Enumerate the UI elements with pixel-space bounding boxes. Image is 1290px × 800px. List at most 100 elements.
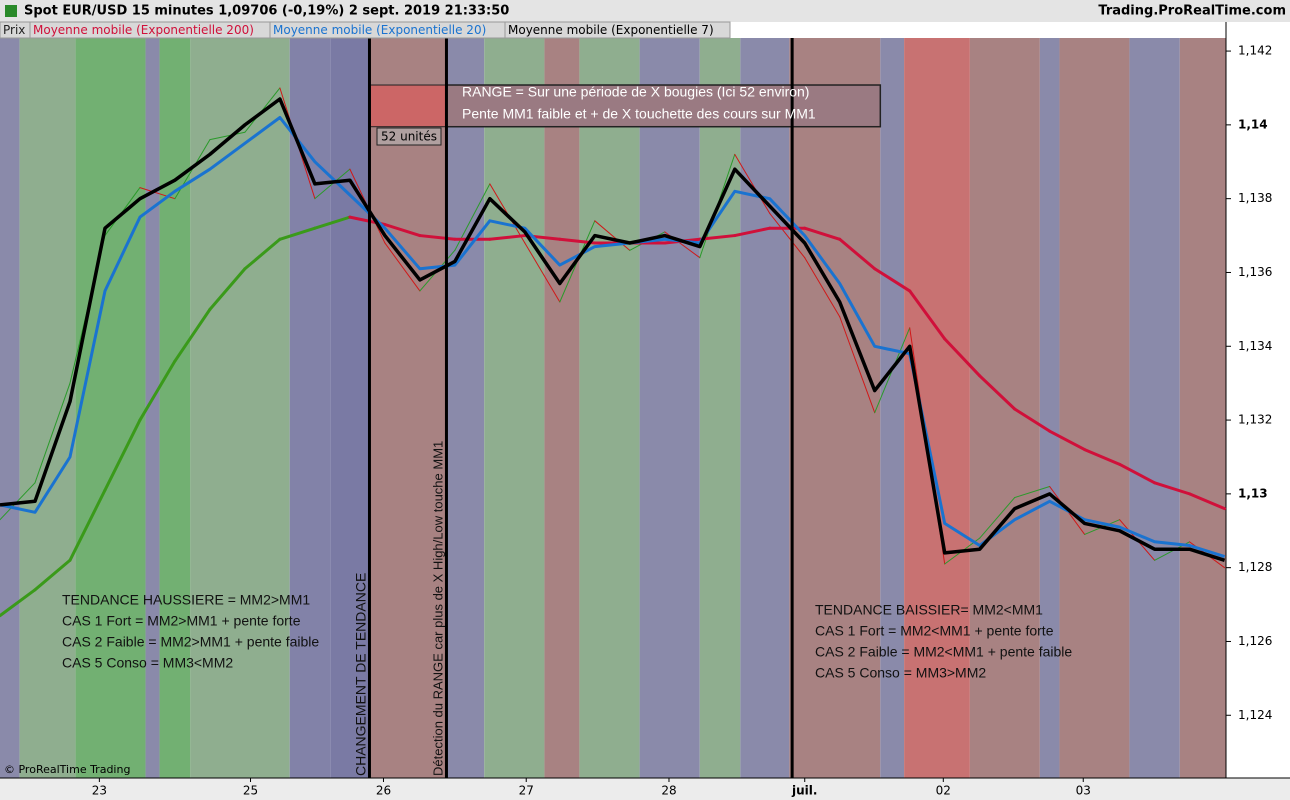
ma-segment [383, 223, 422, 238]
bull-text: CAS 1 Fort = MM2>MM1 + pente forte [62, 613, 301, 629]
copyright: © ProRealTime Trading [4, 763, 130, 776]
bear-text: CAS 2 Faible = MM2<MM1 + pente faible [815, 644, 1072, 660]
regime-band [699, 38, 741, 778]
ma-segment [943, 337, 982, 378]
ma-segment [1153, 481, 1192, 496]
regime-band [639, 38, 700, 778]
price-segment [314, 168, 351, 200]
regime-band [1039, 38, 1060, 778]
ma-segment [313, 215, 352, 230]
regime-band [190, 38, 290, 778]
change-label: CHANGEMENT DE TENDANCE [353, 573, 369, 776]
x-tick-label: 25 [243, 784, 258, 798]
price-segment [209, 131, 246, 141]
price-segment [1014, 485, 1051, 499]
price-segment [0, 482, 36, 521]
y-tick-label: 1,14 [1238, 117, 1268, 131]
bear-text: TENDANCE BAISSIER= MM2<MM1 [815, 602, 1043, 618]
regime-band [1179, 38, 1226, 778]
header-title: Spot EUR/USD 15 minutes 1,09706 (-0,19%)… [24, 4, 509, 19]
ma-segment [278, 226, 317, 241]
detection-label: Détection du RANGE car plus de X High/Lo… [430, 441, 445, 776]
regime-band [904, 38, 970, 778]
legend-entry: Prix [3, 23, 25, 37]
legend-box [504, 21, 731, 39]
y-tick-label: 1,126 [1238, 634, 1272, 648]
price-segment [979, 497, 1016, 539]
x-tick-label: 27 [519, 784, 534, 798]
price-segment [839, 316, 876, 414]
header-site: Trading.ProRealTime.com [1098, 4, 1286, 19]
ma-line [0, 116, 1226, 559]
x-tick-label: 02 [936, 784, 951, 798]
price-segment [769, 212, 806, 259]
regime-band [445, 38, 485, 778]
bear-text: CAS 5 Conso = MM3>MM2 [815, 665, 986, 681]
legend-entry: Moyenne mobile (Exponentielle 20) [273, 23, 486, 37]
units-label: 52 unités [381, 130, 437, 144]
regime-band [579, 38, 640, 778]
ma-segment [803, 226, 842, 241]
x-tick-label: juil. [791, 784, 817, 798]
bull-text: TENDANCE HAUSSIERE = MM2>MM1 [62, 592, 310, 608]
ma-segment [838, 237, 877, 271]
bear-text: CAS 1 Fort = MM2<MM1 + pente forte [815, 623, 1054, 639]
y-tick-label: 1,132 [1238, 413, 1272, 427]
price-segment [594, 220, 631, 251]
y-tick-label: 1,138 [1238, 191, 1272, 205]
x-tick-label: 26 [376, 784, 391, 798]
regime-band [484, 38, 545, 778]
y-tick-label: 1,13 [1238, 486, 1268, 500]
ma-segment [243, 237, 282, 271]
plot-area: 1,124 1,126 1,128 1,13 1,132 1,134 1,136 1,138 1… [0, 21, 1290, 798]
regime-band [145, 38, 160, 778]
x-axis-area [0, 778, 1290, 800]
price-segment [734, 153, 771, 214]
ma-segment [0, 588, 37, 618]
ma-segment [1083, 448, 1122, 466]
ma-segment [1188, 492, 1227, 511]
ma-segment [68, 488, 107, 562]
ma-segment [698, 234, 737, 241]
x-tick-label: 28 [661, 784, 676, 798]
x-tick-label: 03 [1076, 784, 1091, 798]
bull-text: CAS 2 Faible = MM2>MM1 + pente faible [62, 634, 319, 650]
y-axis-area [1226, 22, 1290, 778]
regime-band [330, 38, 370, 778]
regime-band [1129, 38, 1180, 778]
ma-segment [173, 307, 212, 363]
ma-segment [1118, 462, 1157, 485]
ma-segment [908, 289, 947, 341]
price-segment [34, 382, 71, 484]
y-tick-label: 1,124 [1238, 708, 1272, 722]
ma-segment [33, 558, 72, 592]
regime-band [75, 38, 146, 778]
bull-text: CAS 5 Conso = MM3<MM2 [62, 655, 233, 671]
price-segment [804, 257, 841, 318]
ma-segment [138, 359, 177, 422]
price-segment [384, 242, 421, 292]
range-text: Pente MM1 faible et + de X touchette des… [462, 106, 816, 122]
ma-segment [208, 267, 247, 311]
x-tick-label: 23 [92, 784, 107, 798]
ma-segment [1048, 429, 1087, 452]
y-tick-label: 1,142 [1238, 44, 1272, 58]
regime-band [159, 38, 191, 778]
legend-entry: Moyenne mobile (Exponentielle 200) [33, 23, 254, 37]
regime-band [969, 38, 1040, 778]
header-bar [0, 0, 1290, 22]
regime-band [0, 38, 20, 778]
regime-band [369, 38, 446, 778]
ma-segment [418, 234, 457, 241]
ma-line [0, 97, 1226, 562]
range-text: RANGE = Sur une période de X bougies (Ic… [462, 84, 809, 100]
regime-band [1059, 38, 1130, 778]
regime-band [880, 38, 905, 778]
regime-band [789, 38, 881, 778]
y-tick-label: 1,134 [1238, 339, 1272, 353]
ma-segment [103, 418, 142, 492]
price-segment [524, 242, 561, 303]
regime-band [289, 38, 331, 778]
legend-entry: Moyenne mobile (Exponentielle 7) [508, 23, 714, 37]
